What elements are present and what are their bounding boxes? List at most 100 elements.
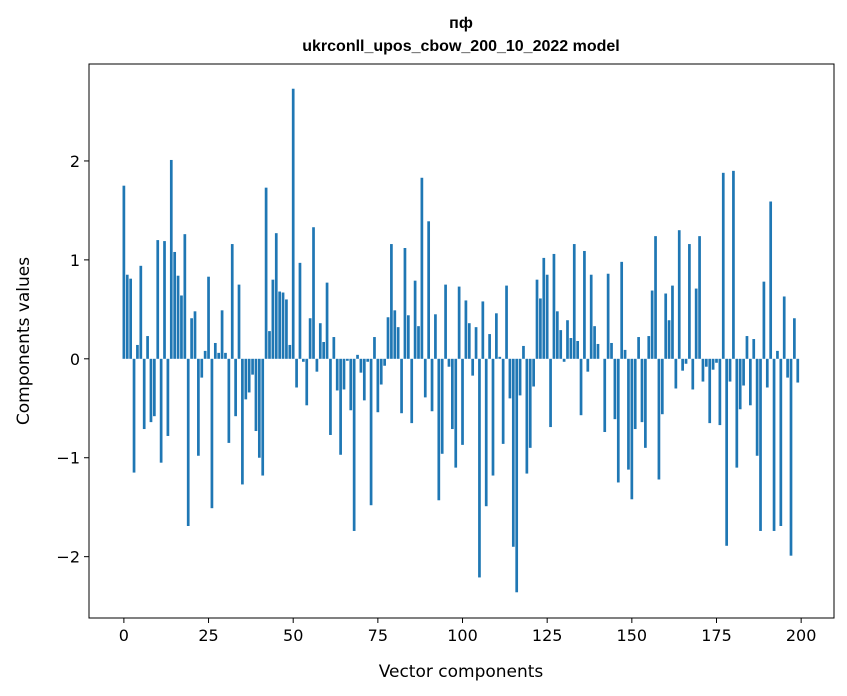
bar-74	[373, 337, 376, 359]
bar-91	[430, 358, 434, 412]
bar-1	[125, 274, 129, 359]
bar-112	[501, 358, 505, 444]
bar-49	[288, 344, 292, 359]
bar-163	[674, 358, 678, 389]
bar-63	[335, 358, 339, 391]
bar-189	[762, 281, 766, 359]
bar-117	[518, 358, 522, 396]
bar-7	[146, 336, 149, 359]
bar-80	[393, 310, 397, 359]
bar-115	[511, 358, 515, 547]
bar-36	[244, 358, 248, 400]
bar-82	[400, 358, 403, 414]
bar-178	[725, 358, 729, 546]
bar-56	[312, 227, 315, 359]
bar-118	[522, 345, 525, 359]
bar-13	[166, 358, 170, 436]
bar-34	[237, 284, 241, 359]
bar-26	[210, 358, 214, 509]
bar-5	[139, 265, 143, 359]
bar-128	[555, 311, 559, 359]
bar-164	[677, 230, 681, 359]
bar-77	[383, 358, 386, 366]
bar-76	[379, 358, 383, 385]
bar-103	[471, 358, 475, 376]
bar-108	[488, 334, 491, 359]
bar-168	[691, 358, 695, 390]
bar-137	[586, 358, 590, 372]
bar-165	[681, 358, 684, 371]
bar-95	[444, 284, 447, 359]
bar-25	[207, 276, 210, 359]
bar-102	[467, 323, 471, 359]
plot-frame	[88, 63, 835, 619]
bar-50	[291, 88, 295, 359]
bar-106	[481, 301, 485, 359]
bar-0	[122, 185, 126, 359]
bar-139	[593, 326, 596, 359]
bar-38	[251, 358, 254, 375]
bar-173	[708, 358, 712, 424]
bar-45	[274, 233, 278, 359]
bar-147	[620, 261, 624, 359]
bar-42	[264, 187, 268, 359]
bar-75	[376, 358, 380, 413]
bar-167	[688, 244, 691, 359]
bar-134	[576, 341, 580, 359]
bar-15	[173, 251, 177, 359]
bar-198	[793, 318, 796, 359]
bar-138	[589, 274, 593, 359]
bar-133	[572, 244, 576, 359]
bar-109	[491, 358, 495, 476]
bar-8	[149, 358, 153, 423]
bar-62	[332, 337, 336, 359]
bar-81	[396, 327, 400, 359]
bar-129	[559, 330, 563, 359]
bar-116	[515, 358, 519, 593]
bar-158	[657, 358, 661, 480]
bar-122	[535, 279, 539, 359]
bar-31	[227, 358, 231, 443]
bar-154	[644, 358, 647, 448]
bar-66	[346, 358, 349, 361]
bar-17	[180, 295, 183, 359]
bar-71	[362, 358, 366, 401]
x-tick-label: 200	[786, 626, 817, 645]
bar-148	[623, 349, 627, 359]
bar-101	[464, 300, 468, 359]
bar-2	[129, 278, 133, 359]
bar-159	[660, 358, 664, 415]
bar-183	[742, 358, 745, 386]
bar-187	[755, 358, 759, 456]
x-tick-label: 175	[701, 626, 732, 645]
bar-188	[759, 358, 762, 531]
bar-79	[390, 244, 393, 359]
bar-110	[495, 313, 498, 359]
bar-23	[200, 358, 204, 378]
bar-72	[366, 358, 370, 362]
bar-175	[715, 358, 718, 363]
bar-185	[749, 358, 752, 406]
x-axis-label: Vector components	[379, 662, 544, 682]
bar-114	[508, 358, 512, 399]
bar-157	[654, 236, 657, 359]
bar-150	[630, 358, 634, 500]
bar-169	[694, 288, 698, 359]
bar-152	[637, 337, 640, 359]
bar-113	[505, 285, 508, 359]
bar-21	[193, 311, 197, 359]
bar-92	[434, 314, 437, 359]
bar-47	[281, 292, 285, 359]
bar-28	[217, 352, 221, 359]
bar-180	[732, 170, 735, 359]
bar-193	[776, 350, 779, 359]
x-tick-label: 125	[532, 626, 563, 645]
bar-127	[552, 253, 556, 359]
bar-126	[549, 358, 552, 428]
bar-43	[268, 331, 271, 359]
bar-61	[329, 358, 332, 435]
bar-59	[322, 341, 326, 359]
bar-98	[454, 358, 458, 468]
bar-121	[532, 358, 535, 387]
bar-146	[616, 358, 620, 483]
